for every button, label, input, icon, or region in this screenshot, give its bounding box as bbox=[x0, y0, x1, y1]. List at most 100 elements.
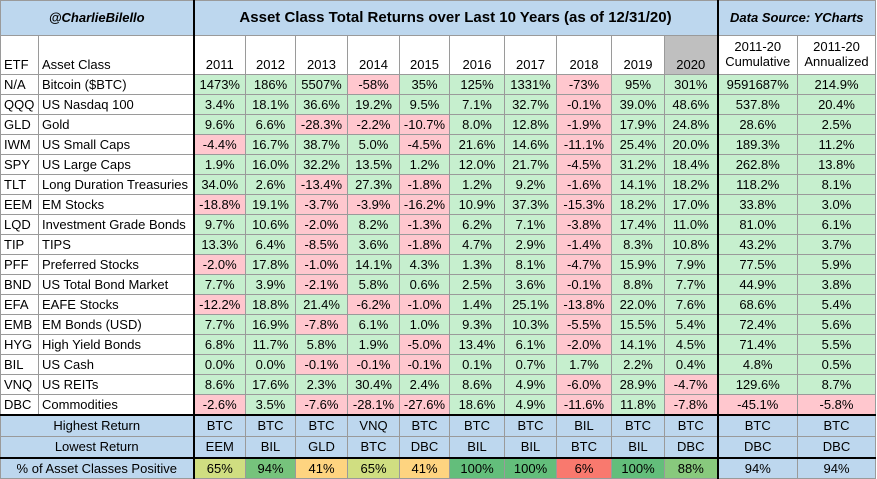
return-cell: 10.3% bbox=[504, 314, 557, 335]
return-cell: 6.2% bbox=[449, 214, 505, 235]
return-cell: 35% bbox=[399, 74, 450, 95]
return-cell: -4.4% bbox=[192, 134, 246, 155]
lowest-return-annualized: DBC bbox=[797, 436, 876, 459]
etf-ticker: DBC bbox=[0, 394, 39, 416]
percent-positive-annualized: 94% bbox=[797, 457, 876, 479]
return-cell: -3.7% bbox=[295, 194, 348, 215]
return-cell: 7.7% bbox=[192, 314, 246, 335]
cumulative-return-cell: 68.6% bbox=[716, 294, 798, 315]
return-cell: -0.1% bbox=[556, 94, 612, 115]
return-cell: -4.7% bbox=[556, 254, 612, 275]
lowest-return-row: Lowest Return EEM BIL GLD BTC DBC BIL BIL BTC BIL… bbox=[0, 436, 876, 459]
return-cell: -2.0% bbox=[295, 214, 348, 235]
asset-class-name: Investment Grade Bonds bbox=[38, 214, 194, 235]
lowest-return-cell: BIL bbox=[611, 436, 665, 459]
percent-positive-cell: 88% bbox=[664, 457, 718, 479]
cumulative-return-cell: 9591687% bbox=[716, 74, 798, 95]
header-year-2015: 2015 bbox=[399, 35, 450, 75]
author-handle: @CharlieBilello bbox=[0, 0, 194, 36]
return-cell: -11.6% bbox=[556, 394, 612, 416]
lowest-return-cell: GLD bbox=[295, 436, 348, 459]
highest-return-label: Highest Return bbox=[0, 414, 194, 437]
return-cell: 10.8% bbox=[664, 234, 718, 255]
header-asset-class: Asset Class bbox=[38, 35, 194, 75]
highest-return-cell: BTC bbox=[504, 414, 557, 437]
return-cell: 1.9% bbox=[347, 334, 400, 355]
header-annualized-top: 2011-20 bbox=[813, 39, 860, 54]
return-cell: 14.1% bbox=[611, 334, 665, 355]
return-cell: 16.0% bbox=[245, 154, 296, 175]
return-cell: -11.1% bbox=[556, 134, 612, 155]
return-cell: 2.3% bbox=[295, 374, 348, 395]
return-cell: 6.1% bbox=[504, 334, 557, 355]
return-cell: 14.6% bbox=[504, 134, 557, 155]
etf-ticker: GLD bbox=[0, 114, 39, 135]
return-cell: 12.8% bbox=[504, 114, 557, 135]
return-cell: -0.1% bbox=[399, 354, 450, 375]
cumulative-return-cell: 129.6% bbox=[716, 374, 798, 395]
return-cell: 10.9% bbox=[449, 194, 505, 215]
return-cell: -16.2% bbox=[399, 194, 450, 215]
return-cell: 2.2% bbox=[611, 354, 665, 375]
highest-return-cell: BTC bbox=[449, 414, 505, 437]
return-cell: 2.6% bbox=[245, 174, 296, 195]
table-row: HYG High Yield Bonds 6.8% 11.7% 5.8% 1.9% -5.0… bbox=[0, 334, 876, 355]
return-cell: 5.8% bbox=[295, 334, 348, 355]
return-cell: 32.7% bbox=[504, 94, 557, 115]
title-row: @CharlieBilello Asset Class Total Returns… bbox=[0, 0, 876, 36]
asset-class-name: High Yield Bonds bbox=[38, 334, 194, 355]
asset-class-name: US Cash bbox=[38, 354, 194, 375]
table-row: N/A Bitcoin ($BTC) 1473% 186% 5507% -58% 35% 12… bbox=[0, 74, 876, 95]
percent-positive-cell: 65% bbox=[192, 457, 246, 479]
return-cell: 19.2% bbox=[347, 94, 400, 115]
percent-positive-cell: 65% bbox=[347, 457, 400, 479]
asset-class-name: Long Duration Treasuries bbox=[38, 174, 194, 195]
return-cell: 13.5% bbox=[347, 154, 400, 175]
data-source: Data Source: YCharts bbox=[716, 0, 876, 36]
etf-ticker: N/A bbox=[0, 74, 39, 95]
asset-class-name: US Nasdaq 100 bbox=[38, 94, 194, 115]
return-cell: 3.6% bbox=[347, 234, 400, 255]
annualized-return-cell: 3.8% bbox=[797, 274, 876, 295]
return-cell: 301% bbox=[664, 74, 718, 95]
return-cell: -6.2% bbox=[347, 294, 400, 315]
return-cell: 17.9% bbox=[611, 114, 665, 135]
return-cell: 0.7% bbox=[504, 354, 557, 375]
cumulative-return-cell: 72.4% bbox=[716, 314, 798, 335]
return-cell: -27.6% bbox=[399, 394, 450, 416]
percent-positive-label: % of Asset Classes Positive bbox=[0, 457, 194, 479]
return-cell: 9.2% bbox=[504, 174, 557, 195]
return-cell: -3.8% bbox=[556, 214, 612, 235]
return-cell: 27.3% bbox=[347, 174, 400, 195]
return-cell: 30.4% bbox=[347, 374, 400, 395]
cumulative-return-cell: 189.3% bbox=[716, 134, 798, 155]
return-cell: 4.5% bbox=[664, 334, 718, 355]
return-cell: -2.0% bbox=[556, 334, 612, 355]
asset-class-name: Gold bbox=[38, 114, 194, 135]
return-cell: 6.8% bbox=[192, 334, 246, 355]
etf-ticker: BND bbox=[0, 274, 39, 295]
return-cell: 125% bbox=[449, 74, 505, 95]
return-cell: 7.7% bbox=[192, 274, 246, 295]
return-cell: -1.0% bbox=[399, 294, 450, 315]
etf-ticker: LQD bbox=[0, 214, 39, 235]
return-cell: 8.0% bbox=[449, 114, 505, 135]
annualized-return-cell: 5.4% bbox=[797, 294, 876, 315]
return-cell: 1.0% bbox=[399, 314, 450, 335]
highest-return-row: Highest Return BTC BTC BTC VNQ BTC BTC BTC BIL BT… bbox=[0, 414, 876, 437]
etf-ticker: QQQ bbox=[0, 94, 39, 115]
header-year-2012: 2012 bbox=[245, 35, 296, 75]
return-cell: 95% bbox=[611, 74, 665, 95]
return-cell: -10.7% bbox=[399, 114, 450, 135]
return-cell: -6.0% bbox=[556, 374, 612, 395]
annualized-return-cell: 13.8% bbox=[797, 154, 876, 175]
asset-class-name: Preferred Stocks bbox=[38, 254, 194, 275]
return-cell: 17.4% bbox=[611, 214, 665, 235]
return-cell: 18.4% bbox=[664, 154, 718, 175]
return-cell: 6.4% bbox=[245, 234, 296, 255]
return-cell: 25.4% bbox=[611, 134, 665, 155]
return-cell: -73% bbox=[556, 74, 612, 95]
return-cell: 18.1% bbox=[245, 94, 296, 115]
highest-return-cell: VNQ bbox=[347, 414, 400, 437]
header-year-2017: 2017 bbox=[504, 35, 557, 75]
